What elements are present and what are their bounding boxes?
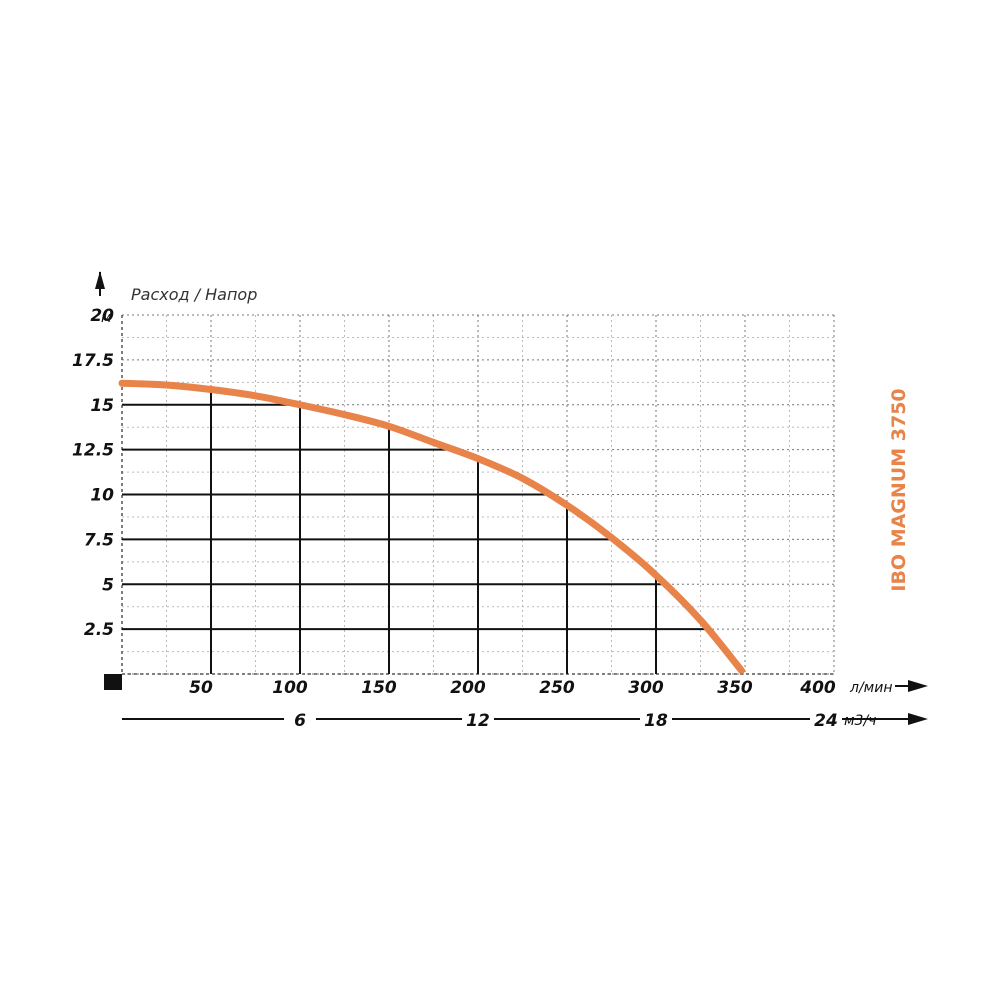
x2-tick-labels: 6 12 18 24 bbox=[284, 709, 842, 731]
guide-lines bbox=[122, 389, 708, 674]
labels: Расход / Напор м л/мин м3/ч IBO MAGNUM 3… bbox=[101, 285, 910, 729]
axes bbox=[95, 271, 928, 725]
x-tick-label: 50 bbox=[189, 678, 213, 698]
x-tick-label: 100 bbox=[272, 678, 308, 698]
series-line-head-curve bbox=[118, 379, 745, 674]
x2-tick-gap bbox=[284, 709, 316, 729]
x-axis-arrow-icon bbox=[908, 680, 928, 692]
x2-unit-label: м3/ч bbox=[844, 713, 876, 729]
model-name: IBO MAGNUM 3750 bbox=[888, 388, 910, 591]
x2-tick-gap bbox=[640, 709, 672, 729]
curve-layer bbox=[118, 379, 745, 674]
x2-tick-gap bbox=[462, 709, 494, 729]
y-tick-label: 2.5 bbox=[84, 620, 114, 640]
y-axis-arrow-icon bbox=[95, 271, 105, 289]
x-tick-label: 350 bbox=[717, 678, 753, 698]
y-tick-label: 17.5 bbox=[72, 351, 114, 371]
y-tick-label: 12.5 bbox=[72, 441, 114, 461]
x2-tick-label: 6 bbox=[294, 711, 306, 731]
x-tick-label: 300 bbox=[628, 678, 664, 698]
x2-axis-arrow-icon bbox=[908, 713, 928, 725]
x-tick-label: 200 bbox=[450, 678, 486, 698]
origin-square-icon bbox=[104, 674, 122, 690]
chart-title: Расход / Напор bbox=[131, 285, 257, 304]
x2-tick-label: 24 bbox=[814, 711, 838, 731]
x2-tick-gap bbox=[810, 709, 842, 729]
y-tick-label: 7.5 bbox=[84, 530, 114, 550]
x2-tick-label: 12 bbox=[466, 711, 490, 731]
x-unit-label: л/мин bbox=[849, 680, 892, 696]
y-tick-label: 10 bbox=[90, 486, 114, 506]
x-tick-label: 250 bbox=[539, 678, 575, 698]
y-tick-label: 15 bbox=[90, 396, 114, 416]
y-unit-label: м bbox=[101, 310, 112, 326]
y-tick-labels: 2.5 5 7.5 10 12.5 15 17.5 20 bbox=[72, 306, 114, 640]
y-tick-label: 20 bbox=[90, 306, 114, 326]
x-tick-label: 400 bbox=[799, 678, 836, 698]
x-tick-labels: 50 100 150 200 250 300 350 400 bbox=[189, 678, 836, 698]
y-tick-label: 5 bbox=[102, 575, 114, 595]
x-tick-label: 150 bbox=[361, 678, 397, 698]
x2-tick-label: 18 bbox=[644, 711, 668, 731]
